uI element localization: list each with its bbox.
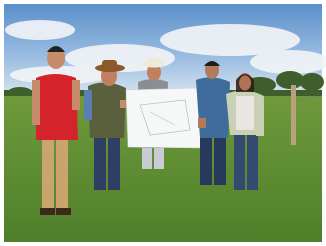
- page: [0, 0, 326, 246]
- scene: [4, 4, 326, 242]
- photo: [0, 0, 326, 246]
- paper-map: [126, 88, 204, 148]
